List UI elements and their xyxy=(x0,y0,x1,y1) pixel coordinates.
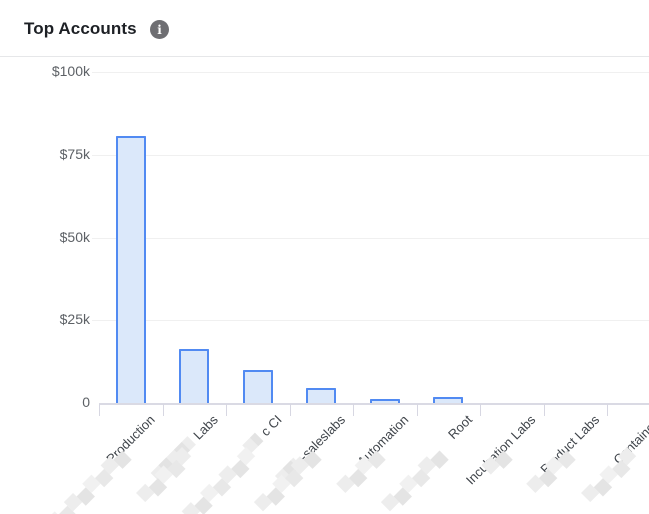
gridline xyxy=(92,72,649,73)
y-axis-label: $50k xyxy=(59,228,90,245)
bar-root[interactable] xyxy=(433,397,464,403)
bar-production[interactable] xyxy=(115,136,146,403)
page-title: Top Accounts xyxy=(24,19,137,38)
bar-chart: $100k $75k $50k $25k 0 Production Labs c CI -sal… xyxy=(0,57,649,514)
card-header: Top Accounts i xyxy=(0,0,649,56)
y-axis-label: 0 xyxy=(82,394,90,410)
gridline xyxy=(92,154,649,156)
x-axis-label-text: Labs xyxy=(190,412,221,443)
x-axis-tick xyxy=(289,404,291,416)
y-axis-label: $75k xyxy=(59,145,90,162)
x-axis-label: Root xyxy=(445,412,475,442)
x-axis-tick xyxy=(607,404,608,416)
x-axis-tick xyxy=(480,404,481,416)
bar--saleslabs[interactable] xyxy=(306,388,337,403)
y-axis-label: $100k xyxy=(51,63,90,79)
bar-labs[interactable] xyxy=(179,349,210,403)
header-divider xyxy=(0,56,649,57)
x-axis-label-text: Root xyxy=(444,412,475,443)
x-axis-tick xyxy=(162,404,164,416)
x-axis-line xyxy=(99,403,649,405)
info-icon[interactable]: i xyxy=(150,20,169,39)
bar-automation[interactable] xyxy=(369,399,400,403)
x-axis-tick xyxy=(99,404,100,416)
x-axis-tick xyxy=(416,404,418,416)
redaction-blur xyxy=(27,447,132,514)
redaction-blur xyxy=(254,447,322,514)
y-axis-label: $25k xyxy=(59,311,90,328)
gridline xyxy=(92,237,649,239)
bar-c-ci[interactable] xyxy=(242,370,273,403)
x-axis-tick xyxy=(543,404,545,416)
x-axis-label-text: c CI xyxy=(257,412,285,439)
gridline xyxy=(92,320,649,322)
x-axis-tick xyxy=(353,404,354,416)
redaction-blur xyxy=(381,447,449,514)
x-axis-tick xyxy=(226,404,227,416)
